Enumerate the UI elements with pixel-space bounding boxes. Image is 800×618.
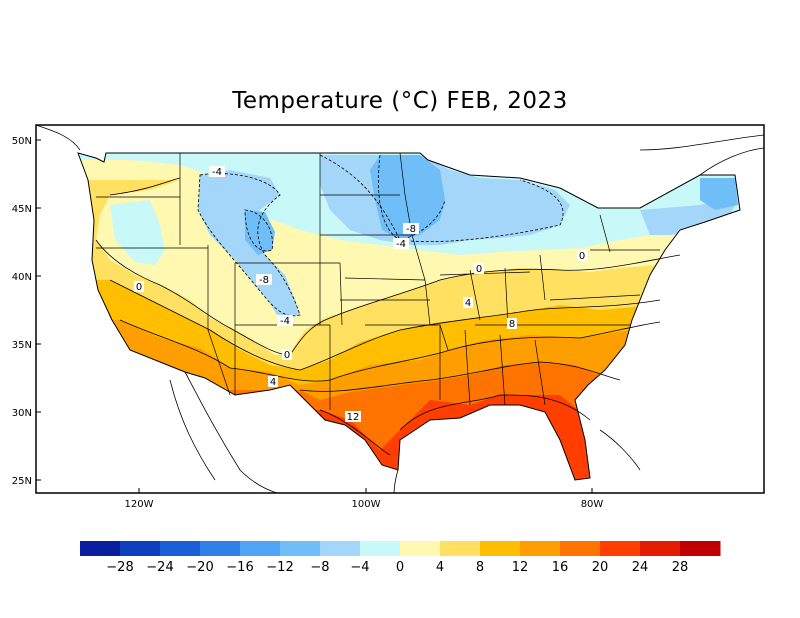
colorbar-label: 24 <box>632 560 649 575</box>
colorbar-swatch <box>520 541 561 556</box>
colorbar-swatch <box>320 541 361 556</box>
contour-label-text: 8 <box>509 319 515 330</box>
latitude-axis: 50N 45N 40N 35N 30N 25N <box>12 136 41 487</box>
colorbar-label: 4 <box>436 560 444 575</box>
contour-label-item: 12 <box>345 411 361 423</box>
colorbar-label: −20 <box>186 560 213 575</box>
lat-label: 50N <box>12 136 32 147</box>
contour-labels: -4 -8 -4 -8 -4 0 <box>134 166 587 423</box>
colorbar-label: −24 <box>146 560 173 575</box>
lat-label: 45N <box>12 204 32 215</box>
map-area: -4 -8 -4 -8 -4 0 <box>36 125 764 493</box>
band-neg4 <box>198 155 735 320</box>
longitude-axis: 120W 100W 80W <box>125 488 604 510</box>
contour-label-item: 8 <box>507 318 517 330</box>
colorbar-swatch <box>640 541 681 556</box>
colorbar-swatch <box>360 541 401 556</box>
colorbar-swatch <box>280 541 321 556</box>
colorbar-label: −12 <box>266 560 293 575</box>
contour-label-text: 0 <box>579 251 585 262</box>
contour-label-item: 0 <box>577 250 587 262</box>
colorbar-label: 28 <box>672 560 689 575</box>
contour-label-item: -4 <box>277 315 293 327</box>
contour-label-item: 0 <box>474 263 484 275</box>
contour-label-text: -4 <box>280 316 290 327</box>
contour-label-item: 4 <box>268 376 278 388</box>
contour-label-item: 0 <box>282 349 292 361</box>
colorbar-label: 0 <box>396 560 404 575</box>
map-frame <box>35 124 765 494</box>
colorbar-swatch <box>440 541 481 556</box>
colorbar-label: −28 <box>106 560 133 575</box>
colorbar-label: 16 <box>552 560 569 575</box>
lat-label: 35N <box>12 340 32 351</box>
lon-label: 120W <box>125 499 154 510</box>
contour-label-item: 0 <box>134 281 144 293</box>
colorbar-swatch <box>200 541 241 556</box>
colorbar-swatch <box>680 541 721 556</box>
lon-label: 80W <box>581 499 604 510</box>
contour-label-text: -4 <box>212 167 222 178</box>
colorbar-swatch <box>400 541 441 556</box>
contour-label-text: -4 <box>396 239 406 250</box>
colorbar-swatch <box>480 541 521 556</box>
colorbar-swatch <box>560 541 601 556</box>
colorbar-label: 12 <box>512 560 529 575</box>
colorbar-label: −16 <box>226 560 253 575</box>
lat-label: 30N <box>12 408 32 419</box>
contour-label-item: -4 <box>393 238 409 250</box>
temperature-fill <box>78 153 740 480</box>
contour-label-text: 4 <box>465 298 471 309</box>
colorbar: −28 −24 −20 −16 −12 −8 −4 0 4 8 12 16 20 24 28 <box>80 541 721 575</box>
colorbar-swatch <box>240 541 281 556</box>
contour-label-text: 0 <box>476 264 482 275</box>
colorbar-label: −8 <box>310 560 329 575</box>
contour-label-text: 0 <box>136 282 142 293</box>
colorbar-swatch <box>160 541 201 556</box>
contour-label-text: -8 <box>259 275 269 286</box>
state-boundaries <box>96 152 660 410</box>
contour-label-text: -8 <box>406 224 416 235</box>
colorbar-label: 20 <box>592 560 609 575</box>
lat-label: 25N <box>12 476 32 487</box>
lon-label: 100W <box>352 499 381 510</box>
contour-label-item: 4 <box>463 297 473 309</box>
lat-label: 40N <box>12 272 32 283</box>
colorbar-swatch <box>120 541 161 556</box>
contour-label-text: 4 <box>270 377 276 388</box>
contour-label-item: -4 <box>209 166 225 178</box>
neighbor-coastlines <box>36 125 764 493</box>
contour-label-text: 12 <box>347 412 360 423</box>
colorbar-label: 8 <box>476 560 484 575</box>
map-title: Temperature (°C) FEB, 2023 <box>232 88 568 114</box>
colorbar-swatch <box>600 541 641 556</box>
contour-label-item: -8 <box>256 274 272 286</box>
contour-label-item: -8 <box>403 223 419 235</box>
colorbar-label: −4 <box>350 560 369 575</box>
contour-label-text: 0 <box>284 350 290 361</box>
contour-lines <box>95 154 681 456</box>
colorbar-swatch <box>80 541 121 556</box>
